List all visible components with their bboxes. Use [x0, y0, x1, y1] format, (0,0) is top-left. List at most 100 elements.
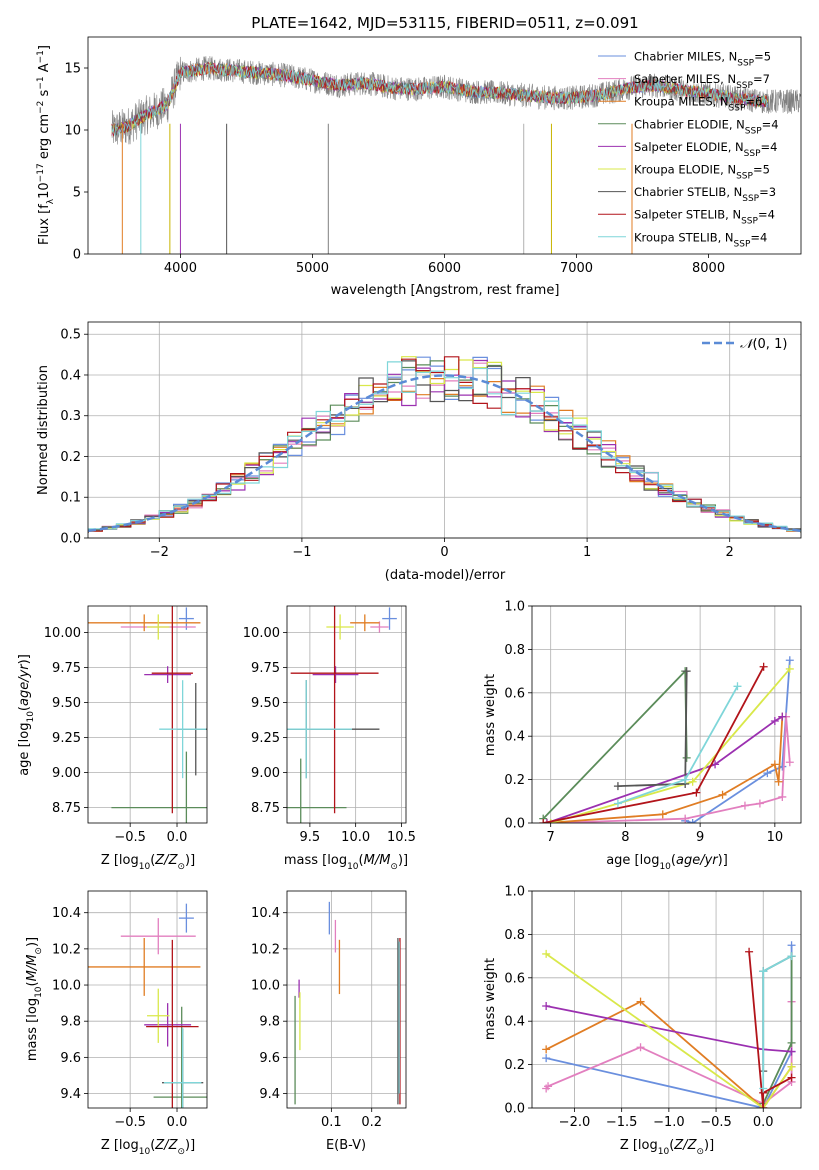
- y-axis-label: mass weight: [483, 674, 498, 756]
- ticks: −0.5 0.0 8.75 9.00 9.25 9.50 9.75 10.00: [44, 626, 188, 845]
- y-tick-label: 15: [64, 62, 81, 77]
- y-tick-label: 9.00: [52, 766, 81, 781]
- y-tick-label: 10.00: [44, 626, 81, 641]
- mass-vs-metallicity-panel: −0.5 0.09.49.69.810.010.210.4Z [log10(Z/Z…: [25, 890, 208, 1157]
- label-part: −17: [36, 163, 46, 182]
- label-part: mass [log: [284, 853, 347, 868]
- chart-title: PLATE=1642, MJD=53115, FIBERID=0511, z=0…: [251, 14, 638, 32]
- x-tick-label: 9.5: [300, 830, 321, 845]
- grid: [88, 606, 207, 823]
- y-tick-label: 9.6: [60, 1051, 81, 1066]
- errorbar-point: [350, 614, 380, 632]
- label-part: SSP: [742, 194, 759, 204]
- label-part: ⊙: [177, 1147, 185, 1157]
- axes-frame: [286, 890, 407, 1109]
- mass-weight-marker: [613, 799, 622, 808]
- y-tick-label: 0.4: [60, 368, 81, 383]
- errorbar-point: [312, 666, 359, 683]
- errorbar-point: [382, 607, 397, 630]
- x-tick-label: 0.0: [753, 1115, 774, 1130]
- grid: [287, 606, 406, 823]
- y-tick-label: 0.6: [504, 686, 525, 701]
- label-part: s: [37, 89, 52, 100]
- label-part: =7: [753, 72, 770, 86]
- model-spectrum-line: [111, 62, 769, 137]
- y-axis-label: Normed distribution: [36, 365, 51, 495]
- mass-weight-marker: [539, 819, 548, 823]
- y-tick-label: 9.50: [251, 696, 280, 711]
- x-axis-label: mass [log10(M/M⊙)]: [284, 853, 408, 872]
- x-tick-label: −0.5: [114, 830, 146, 845]
- y-tick-label: 0.8: [504, 928, 525, 943]
- errorbar-point: [287, 758, 347, 823]
- mass-weight-marker: [778, 792, 787, 801]
- label-part: )]: [185, 853, 195, 868]
- y-tick-label: 0.4: [504, 1015, 525, 1030]
- y-tick-label: 0.0: [504, 817, 525, 832]
- x-tick-label: 6000: [428, 261, 461, 276]
- mass-weight-marker: [681, 775, 690, 784]
- label-part: =4: [758, 208, 775, 222]
- y-tick-label: 0.2: [504, 1058, 525, 1073]
- mass-weight-marker: [787, 1073, 796, 1082]
- label-part: (: [359, 853, 364, 868]
- legend-label: Salpeter ELODIE, NSSP=4: [634, 140, 777, 159]
- mass-weight-marker: [542, 949, 551, 958]
- y-axis-label: age [log10(age/yr)]: [17, 654, 36, 776]
- ticks: −2 −1 0 1 2 0.0 0.1 0.2 0.3 0.4 0.5: [60, 328, 734, 560]
- errorbar-point: [178, 607, 194, 630]
- spectrum-panel: 4000 5000 6000 7000 8000 0 5 10 15 PLATE=1642, MJ…: [36, 14, 802, 298]
- axes-frame: [87, 605, 208, 824]
- label-part: ⊙: [177, 862, 185, 872]
- mass-weight-marker: [542, 1002, 551, 1011]
- x-tick-label: 9: [696, 830, 704, 845]
- label-part: Kroupa MILES, N: [634, 95, 729, 109]
- mass-weight-series: [542, 941, 796, 1108]
- y-tick-label: 0.0: [504, 1102, 525, 1117]
- mass-weight-marker: [688, 777, 697, 786]
- mass-weight-marker: [785, 656, 794, 665]
- mass-weight-marker: [544, 1082, 553, 1091]
- label-part: ⊙: [390, 862, 398, 872]
- errorbar-point: [111, 751, 207, 823]
- x-tick-label: 10.5: [387, 830, 416, 845]
- label-part: SSP: [744, 149, 761, 159]
- label-part: ⊙: [696, 1147, 704, 1157]
- mass-weight-line: [542, 668, 688, 820]
- mass-weight-marker: [774, 777, 783, 786]
- y-tick-label: 9.75: [251, 661, 280, 676]
- y-tick-label: 9.8: [259, 1015, 280, 1030]
- mass-weight-marker: [688, 819, 697, 823]
- label-part: =4: [762, 117, 779, 131]
- x-axis-label: E(B-V): [326, 1138, 366, 1153]
- legend-label: Salpeter STELIB, NSSP=4: [634, 208, 775, 227]
- label-part: 10: [658, 1147, 670, 1157]
- y-tick-label: 9.8: [60, 1015, 81, 1030]
- label-part: =5: [754, 50, 771, 64]
- mass-weight-series: [539, 656, 794, 823]
- mass-weight-marker: [759, 1084, 768, 1093]
- label-part: age [log: [606, 853, 659, 868]
- x-tick-label: −0.5: [114, 1115, 146, 1130]
- spectrum-series: [111, 56, 801, 254]
- label-part: =5: [753, 163, 770, 177]
- x-axis-label: Z [log10(Z/Z⊙)]: [101, 853, 195, 872]
- errorbar-point: [88, 938, 201, 996]
- label-part: 10: [139, 1147, 151, 1157]
- y-tick-label: 10.2: [52, 942, 81, 957]
- label-part: =4: [750, 230, 767, 244]
- legend-label: Chabrier ELODIE, NSSP=4: [634, 117, 779, 136]
- legend-label: Chabrier STELIB, NSSP=3: [634, 185, 776, 204]
- grid: [532, 605, 801, 824]
- label-part: 10: [34, 986, 44, 998]
- x-tick-label: 1: [583, 545, 591, 560]
- label-part: ]: [37, 45, 52, 50]
- y-tick-label: 10.4: [251, 906, 280, 921]
- y-tick-label: 9.4: [60, 1087, 81, 1102]
- label-part: Chabrier STELIB, N: [634, 185, 742, 199]
- grid: [88, 891, 207, 1108]
- mass-weight-marker: [740, 801, 749, 810]
- label-part: )]: [185, 1138, 195, 1153]
- label-part: SSP: [734, 239, 751, 249]
